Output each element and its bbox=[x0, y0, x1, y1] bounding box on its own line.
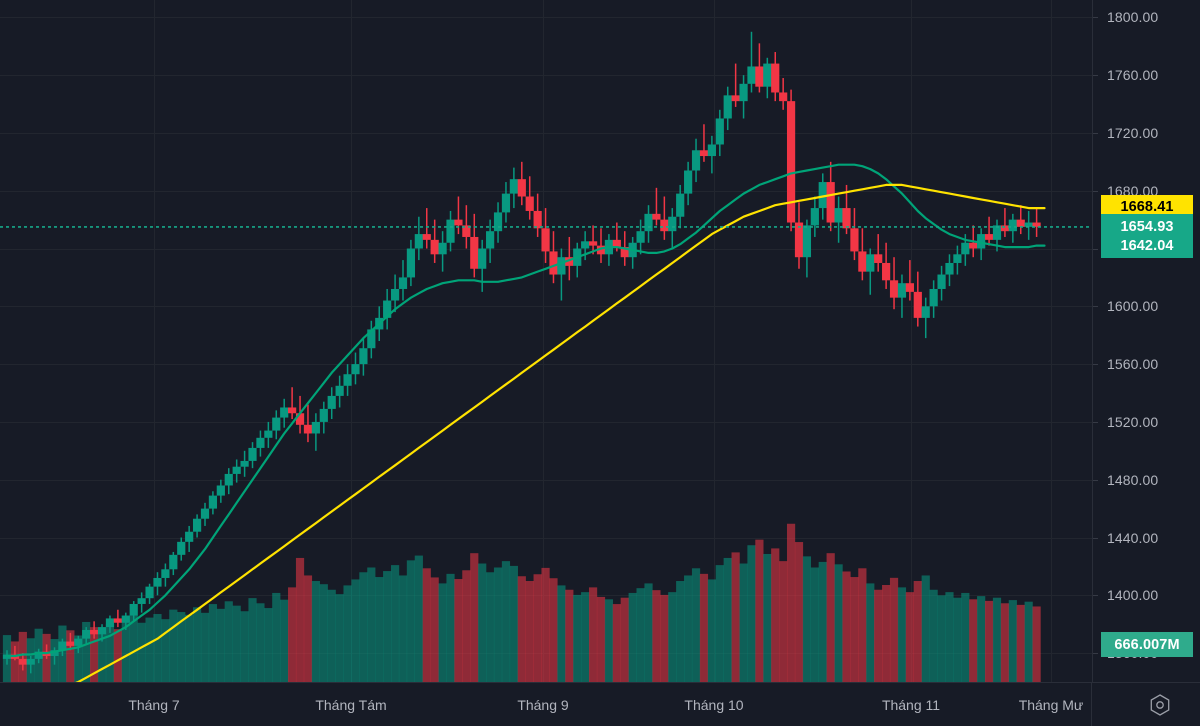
time-axis-label: Tháng 11 bbox=[881, 697, 941, 713]
price-tick-mark bbox=[1093, 75, 1098, 77]
price-tick-label: 1400.00 bbox=[1107, 587, 1159, 604]
price-tick-label: 1720.00 bbox=[1107, 124, 1159, 141]
price-tick-label: 1760.00 bbox=[1107, 67, 1159, 84]
price-tick-mark bbox=[1093, 190, 1098, 192]
price-tick-label: 1800.00 bbox=[1107, 9, 1159, 26]
ma-fast-price-tag[interactable]: 1642.04 bbox=[1101, 233, 1193, 259]
time-axis-label: Tháng 7 bbox=[128, 697, 180, 713]
settings-hexagon-icon[interactable] bbox=[1147, 692, 1173, 718]
price-axis[interactable]: 1800.001760.001720.001680.001640.001600.… bbox=[1092, 0, 1200, 682]
time-axis[interactable]: Tháng 7 Tháng Tám Tháng 9 Tháng 10 Tháng 11 T… bbox=[0, 682, 1200, 726]
chart-canvas[interactable] bbox=[0, 0, 1092, 682]
price-tick-label: 1440.00 bbox=[1107, 529, 1159, 546]
price-tick-label: 1520.00 bbox=[1107, 413, 1159, 430]
price-tick-mark bbox=[1093, 306, 1098, 308]
price-tick-label: 1680.00 bbox=[1107, 182, 1159, 199]
price-tick-mark bbox=[1093, 595, 1098, 597]
candlesticks bbox=[2, 31, 1041, 674]
volume-bars bbox=[2, 523, 1041, 682]
price-tick-mark bbox=[1093, 653, 1098, 655]
chart-plot-area[interactable] bbox=[0, 0, 1092, 682]
time-axis-label: Tháng 10 bbox=[684, 697, 744, 713]
volume-value-tag[interactable]: 666.007M bbox=[1101, 632, 1193, 657]
time-axis-label: Tháng 9 bbox=[517, 697, 569, 713]
price-tick-mark bbox=[1093, 248, 1098, 250]
moving-averages bbox=[5, 163, 1046, 682]
time-axis-label: Tháng Tám bbox=[315, 697, 387, 713]
axis-separator bbox=[1091, 683, 1092, 726]
price-tick-mark bbox=[1093, 364, 1098, 366]
price-tick-mark bbox=[1093, 132, 1098, 134]
price-tick-mark bbox=[1093, 17, 1098, 19]
price-tick-mark bbox=[1093, 537, 1098, 539]
price-tick-mark bbox=[1093, 479, 1098, 481]
price-tick-label: 1560.00 bbox=[1107, 356, 1159, 373]
price-tick-label: 1600.00 bbox=[1107, 298, 1159, 315]
price-tick-label: 1480.00 bbox=[1107, 471, 1159, 488]
price-tick-mark bbox=[1093, 421, 1098, 423]
time-axis-label: Tháng Mư bbox=[1018, 697, 1084, 713]
